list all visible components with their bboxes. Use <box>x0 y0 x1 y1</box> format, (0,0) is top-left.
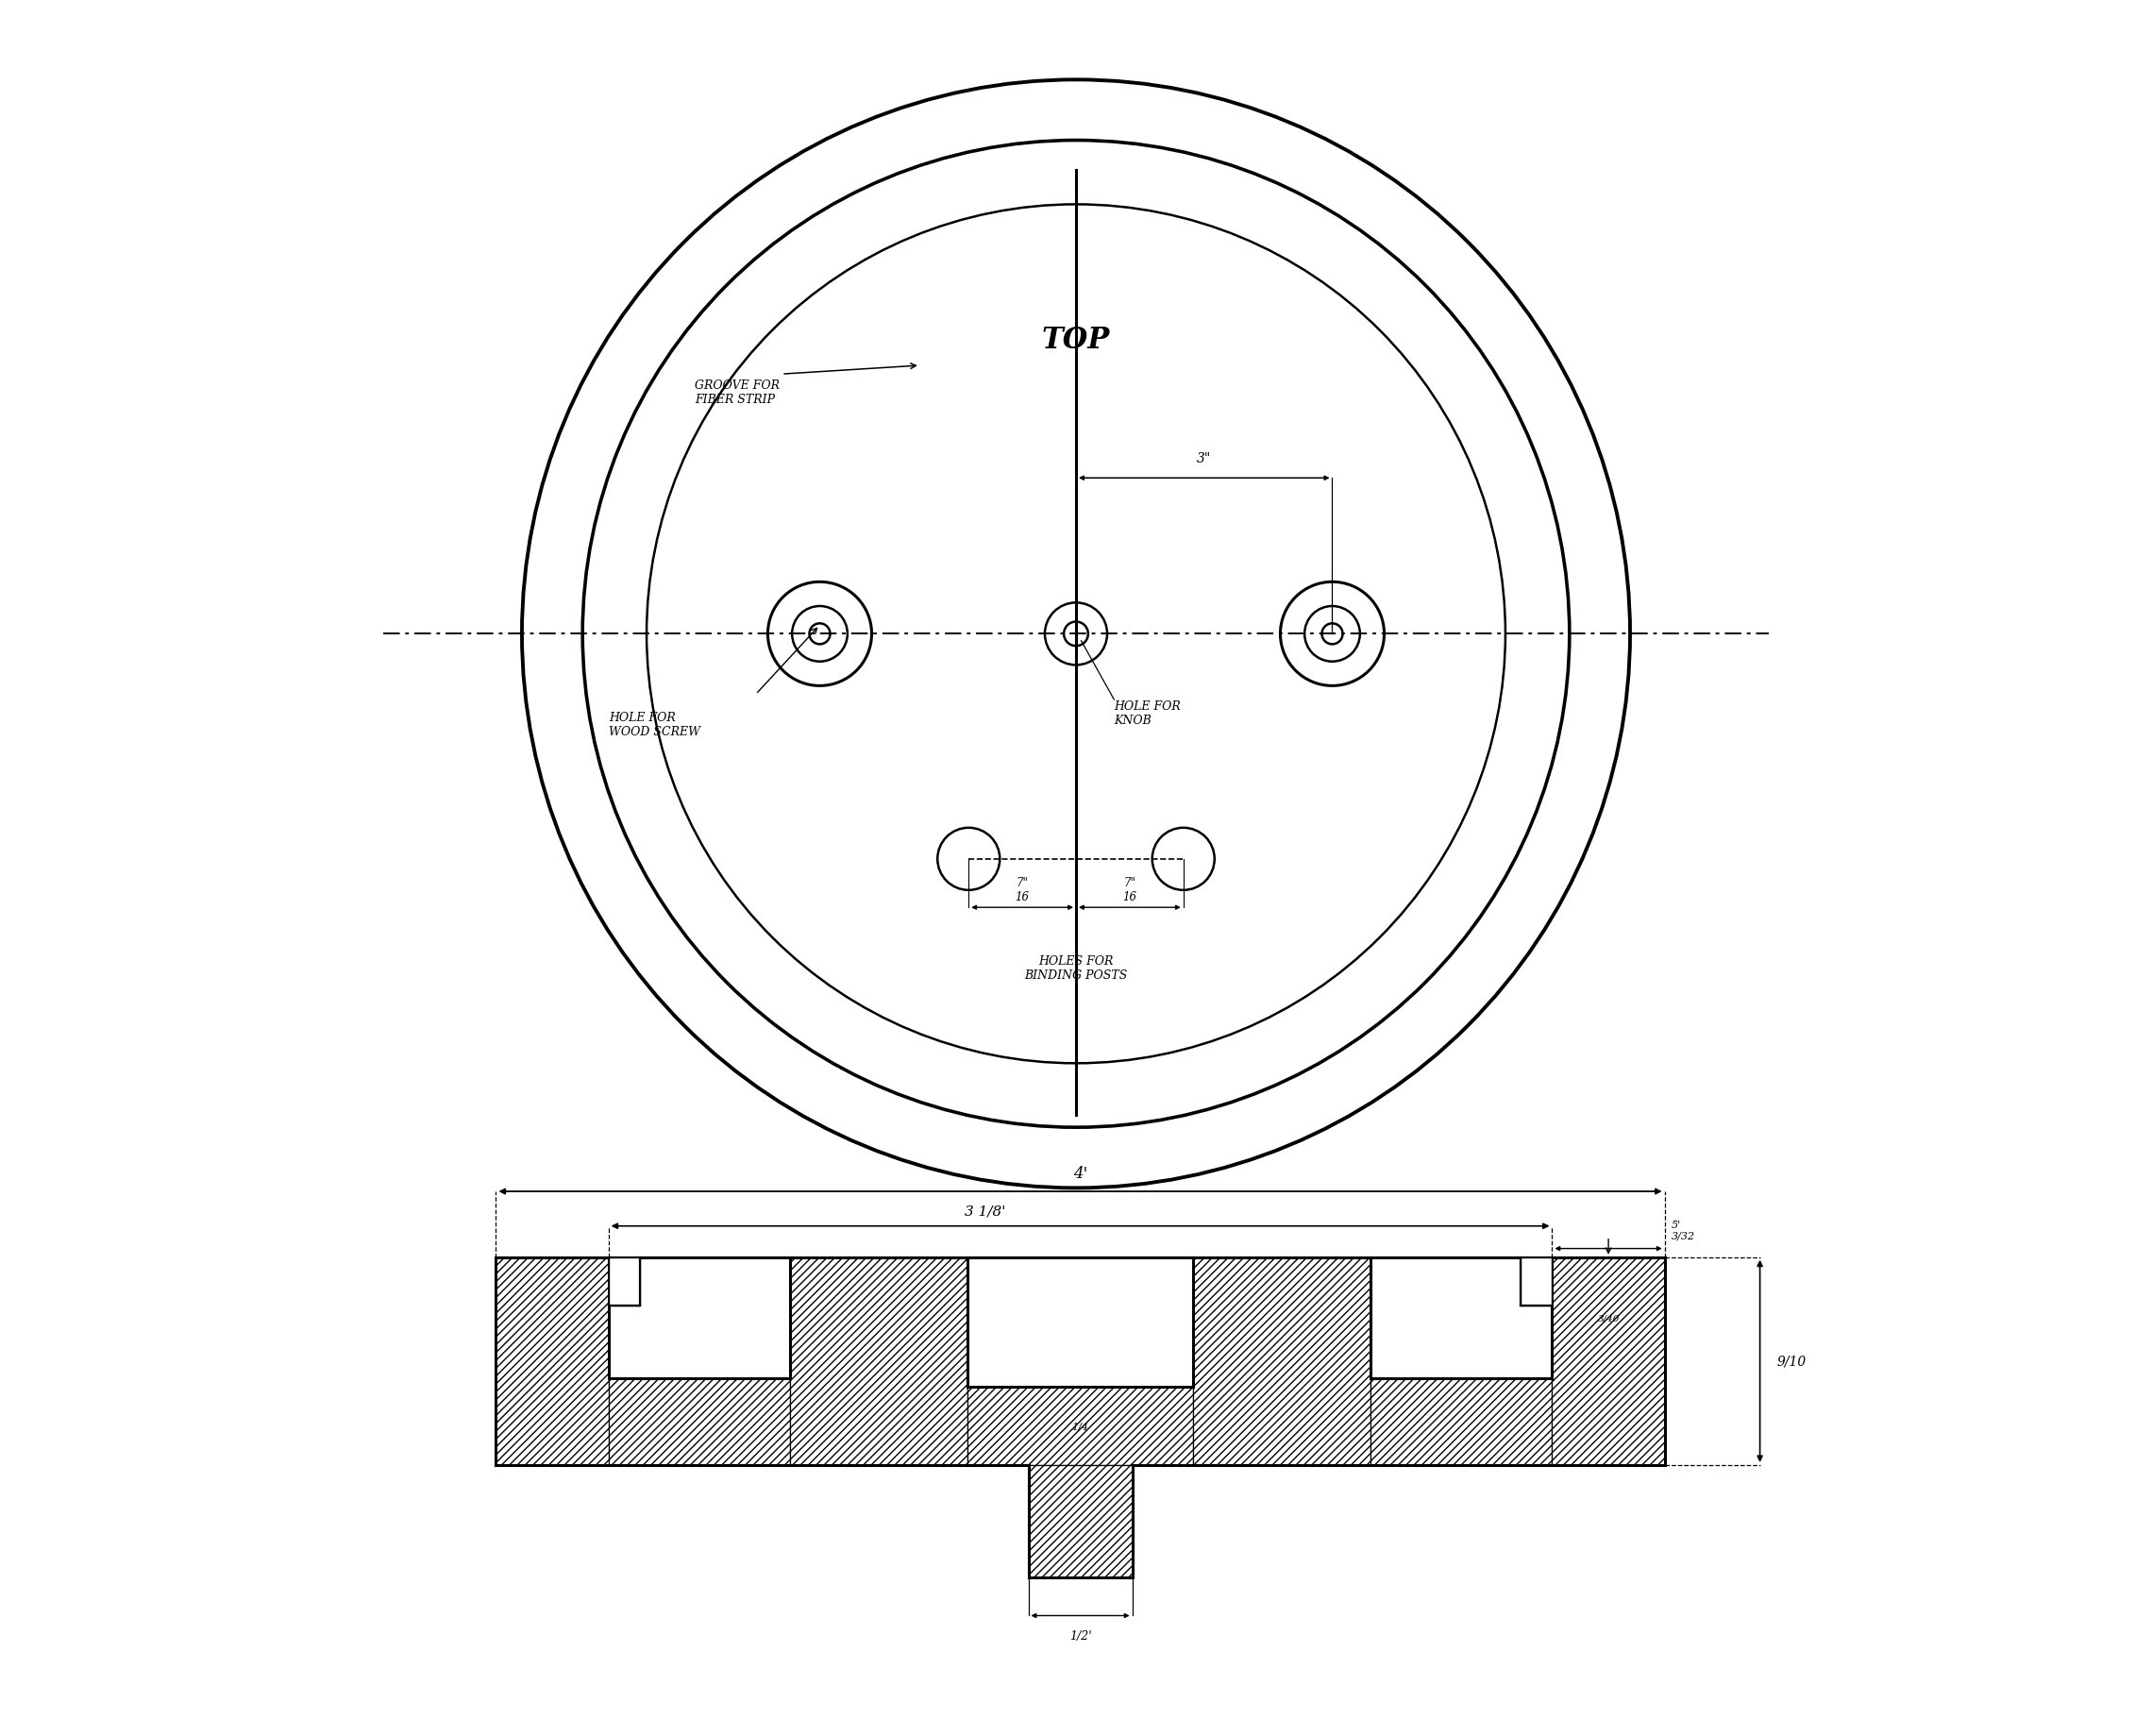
Text: GROOVE FOR
FIBER STRIP: GROOVE FOR FIBER STRIP <box>695 378 779 404</box>
Polygon shape <box>968 1387 1192 1465</box>
Polygon shape <box>495 1257 609 1465</box>
Text: 7"
16: 7" 16 <box>1123 877 1136 903</box>
Text: 1/2': 1/2' <box>1070 1630 1091 1642</box>
Text: HOLES FOR
BINDING POSTS: HOLES FOR BINDING POSTS <box>1024 955 1128 981</box>
Text: 9/10: 9/10 <box>1778 1354 1808 1368</box>
Text: TOP: TOP <box>1042 325 1110 354</box>
Polygon shape <box>790 1257 968 1465</box>
Bar <box>1521 1257 1552 1305</box>
Text: 7"
16: 7" 16 <box>1016 877 1029 903</box>
Text: HOLE FOR
WOOD SCREW: HOLE FOR WOOD SCREW <box>609 712 699 738</box>
Polygon shape <box>1192 1257 1371 1465</box>
Polygon shape <box>609 1378 790 1465</box>
Bar <box>609 1257 790 1378</box>
Polygon shape <box>1371 1378 1552 1465</box>
Text: 3/40: 3/40 <box>1597 1314 1620 1323</box>
Bar <box>609 1257 639 1305</box>
Bar <box>1371 1257 1552 1378</box>
Text: 4': 4' <box>1074 1165 1087 1180</box>
Text: 3": 3" <box>1197 451 1212 465</box>
Text: 5'
3/32: 5' 3/32 <box>1672 1220 1696 1240</box>
Bar <box>968 1257 1192 1387</box>
Polygon shape <box>1029 1465 1132 1578</box>
Text: HOLE FOR
KNOB: HOLE FOR KNOB <box>1115 700 1181 727</box>
Text: 3 1/8': 3 1/8' <box>964 1205 1005 1217</box>
Text: 1/4: 1/4 <box>1072 1422 1089 1430</box>
Polygon shape <box>1552 1257 1666 1465</box>
